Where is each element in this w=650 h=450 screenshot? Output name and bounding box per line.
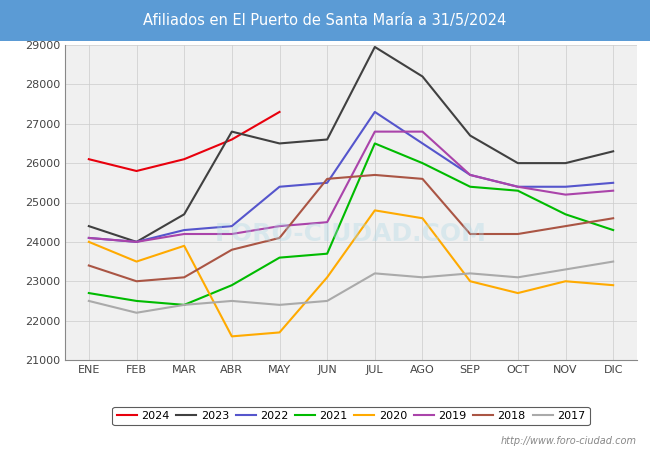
Legend: 2024, 2023, 2022, 2021, 2020, 2019, 2018, 2017: 2024, 2023, 2022, 2021, 2020, 2019, 2018… (112, 406, 590, 425)
Text: http://www.foro-ciudad.com: http://www.foro-ciudad.com (501, 436, 637, 446)
Text: Afiliados en El Puerto de Santa María a 31/5/2024: Afiliados en El Puerto de Santa María a … (143, 13, 507, 28)
Text: FORO-CIUDAD.COM: FORO-CIUDAD.COM (215, 222, 487, 246)
